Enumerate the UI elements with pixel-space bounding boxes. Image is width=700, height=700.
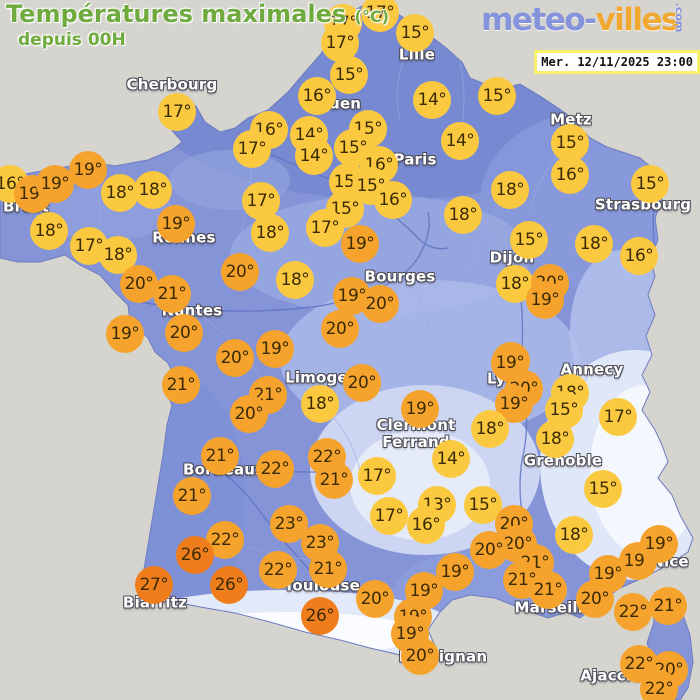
meteo-villes-logo[interactable]: meteo-villes .com xyxy=(481,2,686,38)
temp-bubble: 20° xyxy=(343,364,381,402)
temp-bubble: 18° xyxy=(276,261,314,299)
logo-part-blue: meteo- xyxy=(481,2,597,38)
temp-bubble: 16° xyxy=(298,77,336,115)
title-block: Températures maximales (°C) depuis 00H xyxy=(6,1,389,50)
logo-part-orange: villes xyxy=(595,2,679,38)
temp-bubble: 19° xyxy=(495,385,533,423)
temp-bubble: 14° xyxy=(432,440,470,478)
temp-bubble: 15° xyxy=(510,221,548,259)
temp-bubble: 15° xyxy=(330,56,368,94)
temp-bubble: 19° xyxy=(69,151,107,189)
temp-bubble: 19° xyxy=(640,525,678,563)
temp-bubble: 20° xyxy=(165,314,203,352)
temp-bubble: 17° xyxy=(321,24,359,62)
temp-bubble: 16° xyxy=(374,181,412,219)
temp-bubble: 16° xyxy=(620,237,658,275)
temp-bubble: 22° xyxy=(259,551,297,589)
temp-bubble: 19° xyxy=(436,553,474,591)
city-label: Grenoble xyxy=(523,451,603,470)
temp-bubble: 17° xyxy=(242,182,280,220)
temp-bubble: 15° xyxy=(631,165,669,203)
temp-bubble: 19° xyxy=(106,315,144,353)
temp-bubble: 21° xyxy=(649,587,687,625)
city-label: Limoges xyxy=(285,368,357,387)
page-title-text: Températures maximales xyxy=(6,0,347,28)
temp-bubble: 22° xyxy=(614,593,652,631)
temp-bubble: 20° xyxy=(356,580,394,618)
page-title-unit: (°C) xyxy=(354,7,389,26)
temp-bubble: 20° xyxy=(401,637,439,675)
temp-bubble: 19° xyxy=(36,165,74,203)
temp-bubble: 26° xyxy=(301,597,339,635)
page-title: Températures maximales (°C) xyxy=(6,1,389,30)
temp-bubble: 18° xyxy=(444,196,482,234)
temp-bubble: 17° xyxy=(233,130,271,168)
temp-bubble: 19° xyxy=(526,281,564,319)
temp-bubble: 21° xyxy=(315,461,353,499)
temp-bubble: 19° xyxy=(256,330,294,368)
temp-bubble: 16° xyxy=(551,156,589,194)
page-subtitle: depuis 00H xyxy=(18,30,126,50)
temp-bubble: 15° xyxy=(478,77,516,115)
temp-bubble: 27° xyxy=(135,566,173,604)
temp-bubble: 18° xyxy=(30,212,68,250)
city-label: Paris xyxy=(393,150,437,169)
temp-bubble: 21° xyxy=(309,550,347,588)
temp-bubble: 22° xyxy=(640,670,678,700)
temp-bubble: 22° xyxy=(256,450,294,488)
city-label: Strasbourg xyxy=(594,195,692,214)
temp-bubble: 19° xyxy=(341,225,379,263)
temp-bubble: 15° xyxy=(584,470,622,508)
temp-bubble: 17° xyxy=(158,93,196,131)
temp-bubble: 14° xyxy=(295,137,333,175)
temp-bubble: 20° xyxy=(221,253,259,291)
temp-bubble: 17° xyxy=(599,398,637,436)
temp-bubble: 17° xyxy=(361,0,399,32)
temp-bubble: 20° xyxy=(361,285,399,323)
temp-bubble: 26° xyxy=(210,566,248,604)
temp-bubble: 19° xyxy=(401,390,439,428)
temp-bubble: 18° xyxy=(251,214,289,252)
temp-bubble: 18° xyxy=(491,171,529,209)
city-label: Metz xyxy=(550,110,592,129)
city-label: Annecy xyxy=(560,360,624,379)
temp-bubble: 17° xyxy=(370,497,408,535)
temp-bubble: 21° xyxy=(153,275,191,313)
temp-bubble: 17° xyxy=(306,209,344,247)
temp-bubble: 18° xyxy=(101,174,139,212)
temp-bubble: 18° xyxy=(555,516,593,554)
temp-bubble: 20° xyxy=(120,265,158,303)
temp-bubble: 20° xyxy=(230,395,268,433)
temp-bubble: 18° xyxy=(471,410,509,448)
city-label: Cherbourg xyxy=(126,75,218,94)
temp-bubble: 18° xyxy=(496,265,534,303)
logo-suffix: .com xyxy=(672,2,686,33)
temp-bubble: 18° xyxy=(575,225,613,263)
temp-bubble: 19° xyxy=(157,205,195,243)
temp-bubble: 18° xyxy=(134,171,172,209)
temp-bubble: 15° xyxy=(551,124,589,162)
temp-bubble: 20° xyxy=(216,339,254,377)
temp-bubble: 17° xyxy=(358,457,396,495)
temp-bubble: 16° xyxy=(407,506,445,544)
city-label: Bourges xyxy=(364,267,436,286)
temp-bubble: 15° xyxy=(396,14,434,52)
temp-bubble: 21° xyxy=(529,571,567,609)
temp-bubble: 19° xyxy=(491,344,529,382)
temp-bubble: 20° xyxy=(576,580,614,618)
datetime-badge: Mer. 12/11/2025 23:00 xyxy=(534,50,700,74)
temp-bubble: 18° xyxy=(301,385,339,423)
temp-bubble: 18° xyxy=(536,420,574,458)
temp-bubble: 14° xyxy=(441,122,479,160)
temp-bubble: 21° xyxy=(201,437,239,475)
temp-bubble: 20° xyxy=(470,531,508,569)
temp-bubble: 21° xyxy=(162,366,200,404)
temp-bubble: 20° xyxy=(321,310,359,348)
temp-bubble: 14° xyxy=(413,81,451,119)
temp-bubble: 21° xyxy=(173,477,211,515)
temp-bubble: 26° xyxy=(176,536,214,574)
